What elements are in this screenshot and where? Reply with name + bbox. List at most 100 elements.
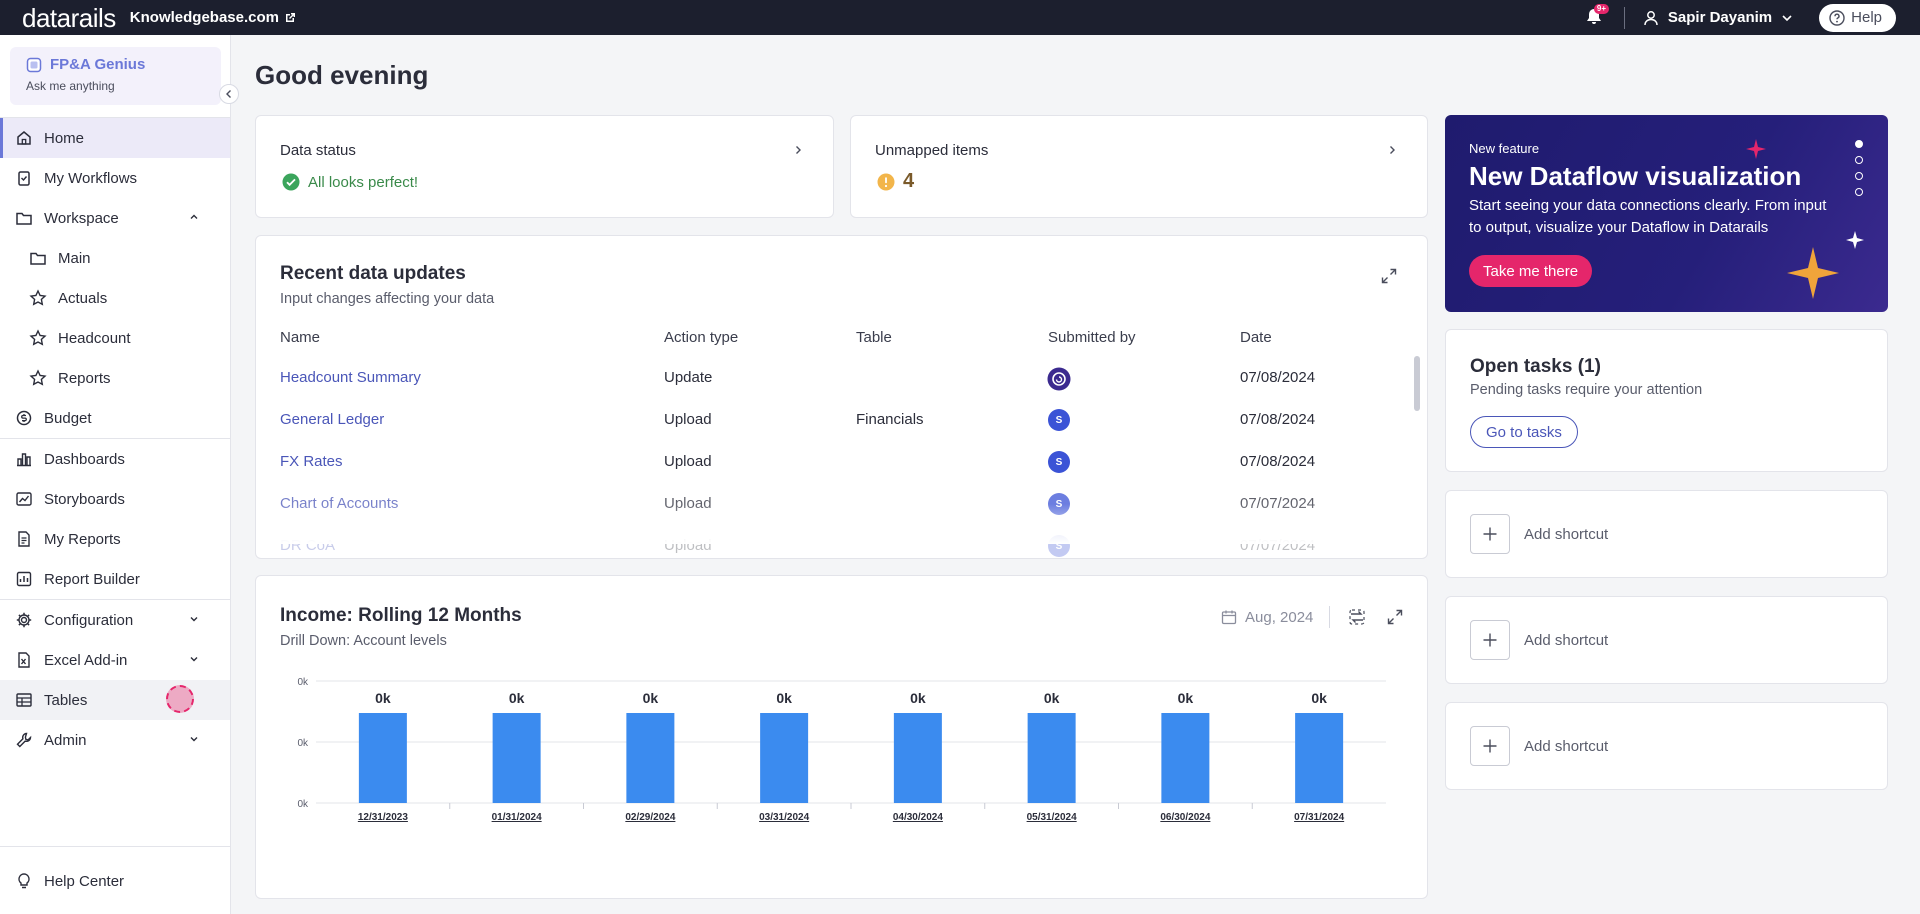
sidebar-item-dashboards[interactable]: Dashboards xyxy=(0,439,230,479)
row-date: 07/08/2024 xyxy=(1240,411,1316,428)
shortcut-card[interactable]: Add shortcut xyxy=(1445,702,1888,790)
carousel-dot[interactable] xyxy=(1855,172,1863,180)
sidebar-item-label: Storyboards xyxy=(44,490,125,508)
go-to-tasks-button[interactable]: Go to tasks xyxy=(1470,416,1578,448)
open-tasks-title: Open tasks (1) xyxy=(1470,356,1601,377)
fpa-genius-panel[interactable]: FP&A Genius Ask me anything xyxy=(10,47,221,105)
promo-headline: New Dataflow visualization xyxy=(1469,161,1802,191)
expand-icon[interactable] xyxy=(1386,608,1404,626)
row-name-link[interactable]: FX Rates xyxy=(280,453,343,470)
sidebar-item-excel-add-in[interactable]: Excel Add-in xyxy=(0,640,230,680)
sidebar-item-storyboards[interactable]: Storyboards xyxy=(0,479,230,519)
row-name-link[interactable]: General Ledger xyxy=(280,411,385,428)
plus-icon xyxy=(1470,514,1510,554)
sidebar-item-admin[interactable]: Admin xyxy=(0,720,230,760)
sidebar-item-label: Actuals xyxy=(58,289,108,307)
sidebar-divider xyxy=(0,117,230,118)
collapse-sidebar-button[interactable] xyxy=(219,84,239,104)
table-scrollbar[interactable] xyxy=(1414,356,1420,411)
data-label: 0k xyxy=(776,690,792,706)
calendar-icon xyxy=(1221,609,1237,625)
company-link[interactable]: Knowledgebase.com xyxy=(130,9,296,26)
data-label: 0k xyxy=(1044,690,1060,706)
sidebar-item-main[interactable]: Main xyxy=(0,238,230,278)
sidebar-item-budget[interactable]: Budget xyxy=(0,398,230,438)
data-status-card[interactable]: Data status All looks perfect! xyxy=(255,115,834,218)
genius-subtitle: Ask me anything xyxy=(26,79,115,93)
sidebar-item-my-workflows[interactable]: My Workflows xyxy=(0,158,230,198)
sidebar-divider xyxy=(0,846,230,847)
data-status-value: All looks perfect! xyxy=(308,173,419,191)
row-name-link[interactable]: Headcount Summary xyxy=(280,369,421,386)
report-builder-icon xyxy=(14,569,34,589)
sidebar-item-configuration[interactable]: Configuration xyxy=(0,600,230,640)
plus-icon xyxy=(1470,620,1510,660)
unmapped-items-card[interactable]: Unmapped items 4 xyxy=(850,115,1428,218)
column-header-table[interactable]: Table xyxy=(856,329,892,346)
x-tick-label: 03/31/2024 xyxy=(759,812,809,823)
carousel-dot[interactable] xyxy=(1855,156,1863,164)
column-header-date[interactable]: Date xyxy=(1240,329,1272,346)
data-status-title: Data status xyxy=(280,142,356,159)
sidebar-item-reports[interactable]: Reports xyxy=(0,358,230,398)
row-table: Financials xyxy=(856,411,924,428)
carousel-dots[interactable] xyxy=(1855,140,1863,204)
shortcut-card[interactable]: Add shortcut xyxy=(1445,596,1888,684)
sidebar-item-help-center[interactable]: Help Center xyxy=(0,861,230,901)
sidebar-item-my-reports[interactable]: My Reports xyxy=(0,519,230,559)
sidebar-item-actuals[interactable]: Actuals xyxy=(0,278,230,318)
data-label: 0k xyxy=(1178,690,1194,706)
column-header-name[interactable]: Name xyxy=(280,329,321,346)
table-row[interactable]: General Ledger Upload Financials S 07/08… xyxy=(256,404,1406,438)
sidebar-item-workspace[interactable]: Workspace xyxy=(0,198,230,238)
expand-icon[interactable] xyxy=(1380,267,1398,285)
recent-updates-subtitle: Input changes affecting your data xyxy=(280,291,495,307)
sidebar-item-headcount[interactable]: Headcount xyxy=(0,318,230,358)
y-tick-label: 0k xyxy=(297,799,309,810)
data-label: 0k xyxy=(375,690,391,706)
chart-bar xyxy=(1027,713,1076,803)
sidebar-item-label: Workspace xyxy=(44,209,119,227)
period-selector[interactable]: Aug, 2024 xyxy=(1245,608,1314,626)
swap-icon[interactable] xyxy=(1348,608,1366,626)
sidebar-divider xyxy=(0,599,230,600)
shortcut-card[interactable]: Add shortcut xyxy=(1445,490,1888,578)
chart-bar xyxy=(760,713,809,803)
check-circle-icon xyxy=(282,173,300,191)
chevron-down-icon xyxy=(1781,12,1793,24)
take-me-there-button[interactable]: Take me there xyxy=(1469,255,1593,287)
income-chart-card: Income: Rolling 12 Months Drill Down: Ac… xyxy=(255,575,1428,899)
notifications-bell-icon[interactable]: 9+ xyxy=(1584,3,1610,29)
carousel-dot[interactable] xyxy=(1855,188,1863,196)
unmapped-items-count: 4 xyxy=(903,170,915,192)
line-chart-icon xyxy=(14,489,34,509)
new-feature-banner: New feature New Dataflow visualization S… xyxy=(1445,115,1888,312)
genius-title: FP&A Genius xyxy=(50,56,146,73)
topbar-divider xyxy=(1623,6,1625,29)
recent-updates-title: Recent data updates xyxy=(280,263,466,284)
chart-bar xyxy=(1295,713,1344,803)
sidebar-item-home[interactable]: Home xyxy=(0,118,230,158)
sidebar-item-label: Excel Add-in xyxy=(44,651,128,669)
datarails-logo[interactable]: datarails xyxy=(22,2,116,33)
table-row[interactable]: Headcount Summary Update 07/08/2024 xyxy=(256,362,1406,396)
table-row[interactable]: FX Rates Upload S 07/08/2024 xyxy=(256,446,1406,480)
column-header-action-type[interactable]: Action type xyxy=(664,329,739,346)
column-header-submitted-by[interactable]: Submitted by xyxy=(1048,329,1136,346)
data-label: 0k xyxy=(509,690,525,706)
x-tick-label: 04/30/2024 xyxy=(893,812,943,823)
sidebar-item-label: Report Builder xyxy=(44,570,140,588)
carousel-dot[interactable] xyxy=(1855,140,1863,148)
chevron-up-icon xyxy=(188,211,200,223)
help-button[interactable]: Help xyxy=(1819,3,1896,32)
sidebar-item-label: Admin xyxy=(44,731,87,749)
user-menu[interactable]: Sapir Dayanim xyxy=(1643,9,1793,26)
table-icon xyxy=(14,690,34,710)
add-shortcut-label: Add shortcut xyxy=(1524,737,1609,755)
income-bar-chart: 0k 0k 0k 0k 12/31/2023 0k 01/31/2024 0k 02/29/20… xyxy=(297,677,1386,823)
star-icon xyxy=(28,328,48,348)
row-action: Upload xyxy=(664,453,712,470)
sidebar-item-tables[interactable]: Tables xyxy=(0,680,230,720)
open-tasks-card: Open tasks (1) Pending tasks require you… xyxy=(1445,329,1888,472)
sidebar-item-report-builder[interactable]: Report Builder xyxy=(0,559,230,599)
